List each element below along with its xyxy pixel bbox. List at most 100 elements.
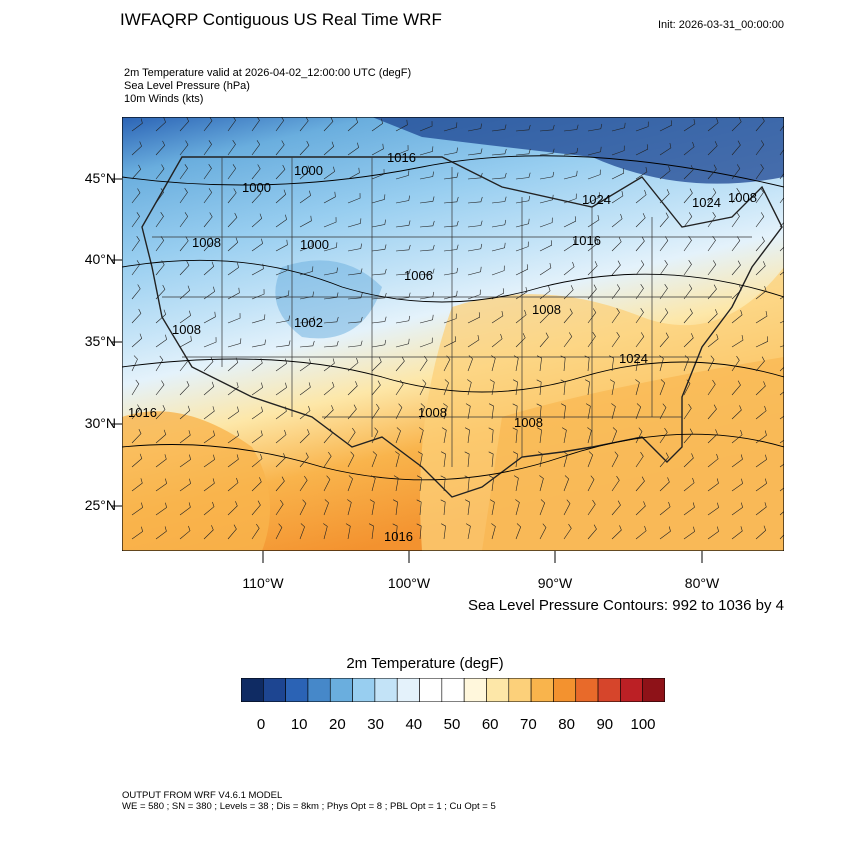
wind-barb: [179, 525, 191, 540]
wind-barb: [251, 164, 261, 180]
pressure-label: 1024: [582, 192, 611, 207]
wind-barb: [203, 286, 215, 300]
wind-barb: [488, 403, 494, 420]
colorbar-cell: [241, 678, 264, 702]
wind-barb: [419, 314, 434, 324]
wind-barb: [299, 316, 315, 324]
wind-barb: [179, 164, 188, 180]
wind-barb: [371, 244, 387, 252]
wind-barb: [443, 290, 458, 300]
wind-barb: [731, 140, 741, 156]
wind-barb: [275, 265, 289, 276]
wind-barb: [659, 212, 669, 228]
wind-barb: [467, 312, 481, 324]
wind-barb: [347, 451, 355, 468]
wind-barb: [587, 499, 596, 516]
wind-barb: [489, 379, 495, 396]
wind-barb: [299, 358, 311, 372]
wind-barb: [419, 220, 435, 228]
wind-barb: [416, 499, 422, 516]
wind-barb: [227, 501, 238, 516]
wind-barb: [131, 428, 142, 444]
wind-barb: [779, 172, 784, 180]
wind-barb: [419, 427, 424, 444]
wind-barb: [419, 403, 425, 420]
wind-barb: [227, 117, 236, 132]
lat-ticks: [112, 178, 122, 507]
wind-barb: [131, 284, 141, 300]
wind-barb: [203, 212, 213, 228]
wind-barb: [419, 121, 433, 132]
wind-barb: [609, 355, 614, 372]
wind-barb: [419, 291, 435, 300]
pressure-label: 1006: [404, 268, 433, 283]
wind-barb: [587, 237, 599, 252]
us-outline: [141, 156, 783, 498]
wind-barb: [203, 501, 215, 516]
wind-barb: [419, 146, 434, 156]
wind-barb: [203, 356, 214, 372]
wind-barb: [347, 167, 360, 180]
wind-barb: [635, 166, 648, 180]
wind-barb: [465, 523, 471, 540]
wind-barb: [611, 260, 621, 276]
wind-barb: [323, 316, 339, 324]
wind-barb: [227, 140, 236, 156]
wind-barb: [587, 123, 603, 132]
wind-barb: [179, 335, 192, 348]
wind-barb: [441, 427, 447, 444]
wind-barb: [707, 334, 719, 348]
pressure-label: 1024: [692, 195, 721, 210]
wind-barb: [755, 478, 767, 492]
colorbar-cell: [285, 678, 309, 702]
wind-barb: [611, 145, 625, 156]
wind-barb: [513, 451, 518, 468]
wind-barb: [155, 260, 165, 276]
wind-barb: [345, 523, 351, 540]
wind-barb: [371, 143, 384, 156]
wind-barb: [755, 454, 767, 468]
wind-barb: [323, 267, 338, 276]
wind-barb: [539, 217, 553, 228]
wind-barb: [131, 164, 142, 180]
wind-barb: [131, 118, 143, 132]
wind-barb: [512, 403, 518, 420]
wind-barb: [491, 288, 505, 300]
wind-barb: [275, 189, 287, 204]
wind-barb: [275, 523, 283, 540]
pressure-label: 1000: [300, 237, 329, 252]
wind-barb: [251, 238, 263, 252]
wind-barb: [395, 427, 401, 444]
wind-barb: [539, 171, 555, 180]
wind-barb: [395, 244, 411, 252]
wind-barb: [395, 451, 400, 468]
wind-barb: [683, 502, 695, 516]
wind-barb: [731, 310, 743, 324]
wind-barb: [539, 262, 552, 276]
wind-barb: [395, 195, 410, 204]
wind-barb: [371, 339, 387, 348]
wind-barb: [635, 379, 640, 396]
wind-barb: [347, 404, 357, 420]
wind-barb: [707, 309, 718, 324]
pressure-label: 1016: [572, 233, 601, 248]
wind-barb: [467, 148, 483, 156]
wind-barb: [467, 266, 482, 276]
wind-barb: [779, 391, 784, 396]
wind-barb: [323, 292, 339, 300]
colorbar-cell: [575, 678, 599, 702]
wind-barb: [731, 260, 741, 276]
wind-barb: [131, 404, 141, 420]
wind-barb: [395, 379, 404, 396]
wind-barb: [467, 220, 483, 228]
wind-barb: [755, 286, 767, 300]
wind-barb: [707, 355, 715, 372]
wind-barb: [513, 355, 519, 372]
wind-barb: [371, 219, 386, 228]
pressure-label: 1016: [384, 529, 413, 544]
wind-barb: [251, 213, 263, 228]
wind-barb: [347, 499, 352, 516]
wind-barb: [443, 196, 459, 204]
wind-barb: [755, 430, 767, 444]
wind-barb: [584, 355, 590, 372]
